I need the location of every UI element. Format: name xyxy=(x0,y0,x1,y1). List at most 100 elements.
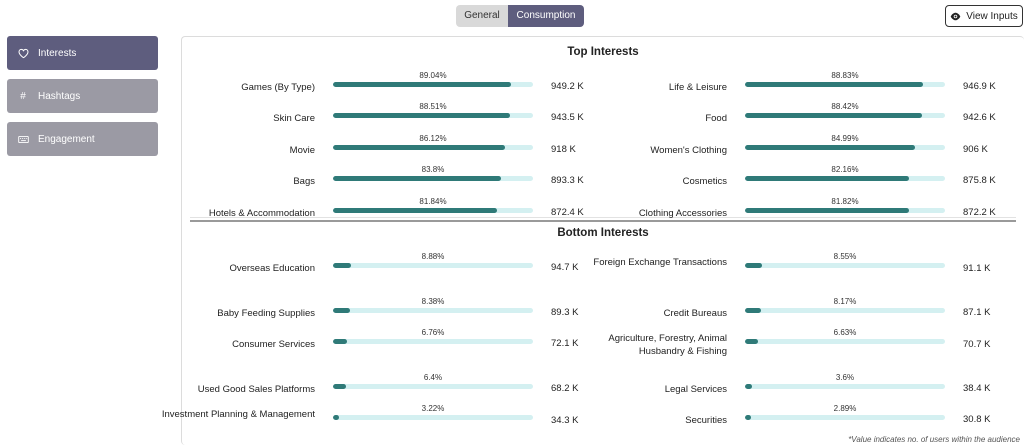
interest-bar-track xyxy=(745,176,945,181)
interest-bar-track xyxy=(333,308,533,313)
interest-percent: 8.38% xyxy=(421,297,445,306)
interest-percent: 83.8% xyxy=(421,165,445,174)
interest-count: 91.1 K xyxy=(963,263,991,274)
interest-count: 87.1 K xyxy=(963,307,991,318)
interest-bar-fill xyxy=(745,308,762,313)
interest-bar-track xyxy=(745,145,945,150)
interest-percent: 88.83% xyxy=(831,71,859,80)
keyboard-icon xyxy=(17,133,29,145)
interest-percent: 3.22% xyxy=(421,404,445,413)
interest-percent: 81.82% xyxy=(831,197,859,206)
interest-label: Women's Clothing xyxy=(650,145,727,156)
interest-bar-fill xyxy=(745,176,910,181)
interest-percent: 8.17% xyxy=(833,297,857,306)
interest-label: Consumer Services xyxy=(232,339,315,350)
interest-count: 946.9 K xyxy=(963,81,996,92)
interest-label: Games (By Type) xyxy=(241,82,315,93)
interest-bar-fill xyxy=(333,176,501,181)
interest-bar-track xyxy=(745,263,945,268)
interest-bar-track xyxy=(333,339,533,344)
interest-bar-fill xyxy=(745,145,915,150)
interest-percent: 88.42% xyxy=(831,102,859,111)
interest-percent: 88.51% xyxy=(419,102,447,111)
interest-bar-track xyxy=(745,415,945,420)
eye-icon xyxy=(950,12,961,20)
footnote: *Value indicates no. of users within the… xyxy=(848,435,1020,444)
interest-bar-track xyxy=(745,384,945,389)
view-inputs-button[interactable]: View Inputs xyxy=(945,5,1023,27)
interest-label: Legal Services xyxy=(664,384,727,395)
interest-bar-track xyxy=(333,113,533,118)
interest-count: 70.7 K xyxy=(963,339,991,350)
tab-general[interactable]: General xyxy=(456,5,508,27)
interest-bar-track xyxy=(745,208,945,213)
interest-percent: 6.4% xyxy=(423,373,443,382)
interest-bar-track xyxy=(333,384,533,389)
sidebar-item-label: Engagement xyxy=(38,133,95,145)
interest-percent: 6.63% xyxy=(833,328,857,337)
section-divider xyxy=(190,220,1016,222)
interest-label: Hotels & Accommodation xyxy=(208,208,315,219)
interest-bar-track xyxy=(745,113,945,118)
sidebar-item-engagement[interactable]: Engagement xyxy=(7,122,158,156)
interest-count: 943.5 K xyxy=(551,112,584,123)
interest-bar-fill xyxy=(745,208,909,213)
interest-bar-fill xyxy=(745,263,763,268)
interest-label: Credit Bureaus xyxy=(663,308,727,319)
interest-bar-track xyxy=(333,176,533,181)
top-interests-title: Top Interests xyxy=(567,46,639,58)
interest-percent: 82.16% xyxy=(831,165,859,174)
interest-count: 906 K xyxy=(963,144,988,155)
interest-label: Bags xyxy=(293,176,315,187)
interest-label: Agriculture, Forestry, Animal Husbandry … xyxy=(608,333,727,357)
tab-consumption[interactable]: Consumption xyxy=(508,5,584,27)
interest-label: Cosmetics xyxy=(682,176,727,187)
sidebar-item-interests[interactable]: Interests xyxy=(7,36,158,70)
interest-bar-track xyxy=(745,82,945,87)
interest-bar-fill xyxy=(333,308,350,313)
interest-bar-fill xyxy=(333,263,351,268)
interest-bar-fill xyxy=(333,145,506,150)
interest-count: 34.3 K xyxy=(551,415,579,426)
interest-percent: 89.04% xyxy=(419,71,447,80)
sidebar-item-hashtags[interactable]: # Hashtags xyxy=(7,79,158,113)
interest-bar-track xyxy=(333,415,533,420)
interest-label: Skin Care xyxy=(273,113,315,124)
interest-count: 893.3 K xyxy=(551,175,584,186)
interest-bar-fill xyxy=(745,415,751,420)
interest-count: 30.8 K xyxy=(963,414,991,425)
interest-count: 94.7 K xyxy=(551,262,579,273)
interest-label: Baby Feeding Supplies xyxy=(217,308,315,319)
interest-percent: 6.76% xyxy=(421,328,445,337)
interest-bar-fill xyxy=(745,384,753,389)
interest-label: Investment Planning & Management xyxy=(161,409,315,420)
interest-bar-fill xyxy=(745,82,923,87)
interest-label: Used Good Sales Platforms xyxy=(197,384,315,395)
interest-bar-fill xyxy=(745,113,922,118)
interest-count: 942.6 K xyxy=(963,112,996,123)
interest-count: 68.2 K xyxy=(551,383,579,394)
interest-label: Food xyxy=(705,113,727,124)
interest-label: Clothing Accessories xyxy=(638,208,727,219)
interest-label: Overseas Education xyxy=(229,263,315,274)
interest-percent: 86.12% xyxy=(419,134,447,143)
interest-percent: 84.99% xyxy=(831,134,859,143)
interest-count: 949.2 K xyxy=(551,81,584,92)
hash-icon: # xyxy=(20,90,26,102)
interest-bar-track xyxy=(333,208,533,213)
interest-bar-track xyxy=(333,145,533,150)
interest-bar-track xyxy=(745,308,945,313)
interest-bar-fill xyxy=(333,113,511,118)
interest-count: 875.8 K xyxy=(963,175,996,186)
interest-count: 872.2 K xyxy=(963,207,996,218)
sidebar: Interests # Hashtags Engagement xyxy=(7,36,158,165)
interest-bar-track xyxy=(333,263,533,268)
interest-count: 72.1 K xyxy=(551,338,579,349)
interest-bar-fill xyxy=(333,415,340,420)
interest-percent: 8.55% xyxy=(833,252,857,261)
interest-count: 89.3 K xyxy=(551,307,579,318)
sidebar-item-label: Interests xyxy=(38,47,77,59)
interest-bar-fill xyxy=(333,384,346,389)
section-rule xyxy=(190,217,1016,218)
interest-label: Securities xyxy=(685,415,727,426)
